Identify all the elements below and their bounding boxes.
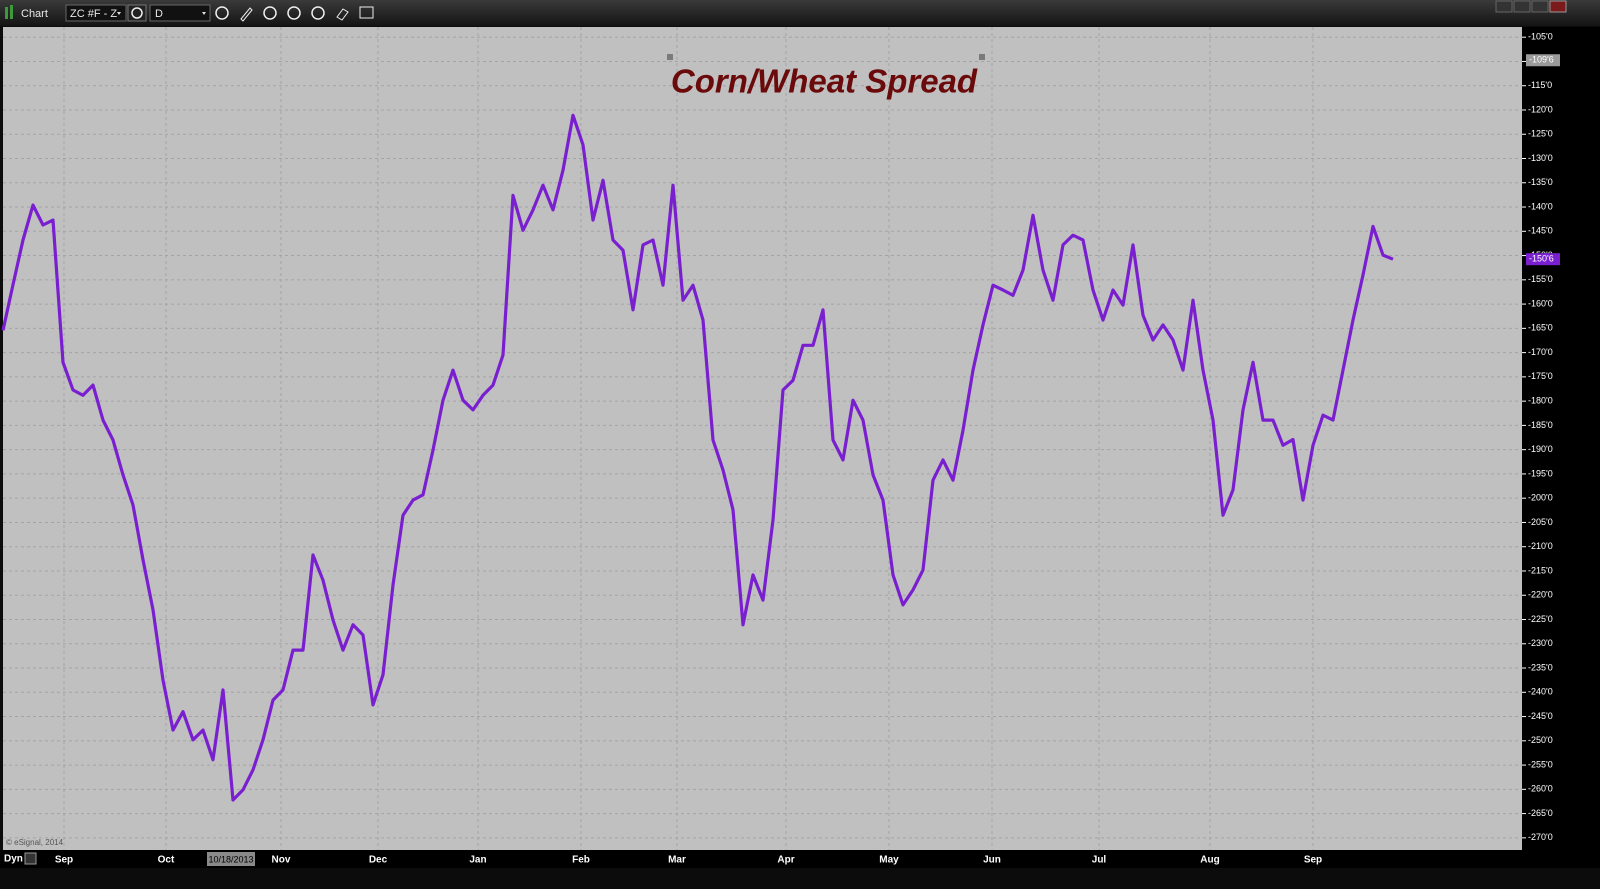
- play-tool[interactable]: [287, 6, 301, 20]
- maximize-button[interactable]: [1531, 0, 1549, 13]
- y-tick-label: -255'0: [1528, 759, 1553, 769]
- x-tick-label: Mar: [668, 855, 686, 866]
- toolbar: [0, 0, 1600, 26]
- y-tick-label: -190'0: [1528, 444, 1553, 454]
- refresh-tool[interactable]: [263, 6, 277, 20]
- app-icon: [10, 5, 13, 19]
- y-tick-label: -140'0: [1528, 201, 1553, 211]
- cursor-label: 10/18/2013: [208, 854, 253, 864]
- plot-area: [3, 27, 1522, 850]
- y-tick-label: -105'0: [1528, 32, 1553, 42]
- symbol-box[interactable]: [65, 4, 127, 22]
- y-tick-label: -205'0: [1528, 517, 1553, 527]
- chart-title: Corn/Wheat Spread: [671, 63, 978, 100]
- window-title: Chart: [21, 8, 48, 20]
- minimize-button[interactable]: [1513, 0, 1531, 13]
- interval-box[interactable]: [149, 4, 211, 22]
- y-tick-label: -230'0: [1528, 638, 1553, 648]
- y-tick-label: -185'0: [1528, 420, 1553, 430]
- y-tick-label: -260'0: [1528, 784, 1553, 794]
- y-tick-label: -225'0: [1528, 614, 1553, 624]
- symbol[interactable]: ZC #F - Z: [70, 8, 117, 20]
- y-tick-label: -165'0: [1528, 323, 1553, 333]
- price-marker-label: -150'6: [1529, 254, 1554, 264]
- y-tick-label: -135'0: [1528, 177, 1553, 187]
- y-tick-label: -175'0: [1528, 371, 1553, 381]
- y-tick-label: -265'0: [1528, 808, 1553, 818]
- x-tick-label: Sep: [55, 855, 73, 866]
- y-tick-label: -210'0: [1528, 541, 1553, 551]
- x-tick-label: Jun: [983, 855, 1001, 866]
- y-tick-label: -180'0: [1528, 396, 1553, 406]
- y-tick-label: -200'0: [1528, 493, 1553, 503]
- mode-icon[interactable]: [24, 852, 37, 865]
- y-tick-label: -130'0: [1528, 153, 1553, 163]
- cursor-box: [207, 852, 255, 866]
- link-button[interactable]: [127, 4, 147, 22]
- price-marker: [1526, 253, 1560, 266]
- y-tick-label: -220'0: [1528, 590, 1553, 600]
- y-tick-label: -195'0: [1528, 468, 1553, 478]
- y-tick-label: -115'0: [1528, 80, 1552, 90]
- close-button[interactable]: [1549, 0, 1567, 13]
- y-tick-label: -170'0: [1528, 347, 1553, 357]
- price-axis: [1522, 27, 1600, 868]
- interval[interactable]: D: [155, 8, 163, 20]
- x-tick-label: Sep: [1304, 855, 1322, 866]
- link-icon: [131, 7, 143, 19]
- y-tick-label: -160'0: [1528, 298, 1553, 308]
- x-tick-label: Jul: [1092, 855, 1107, 866]
- frame: [0, 868, 1600, 889]
- dropdown-arrow[interactable]: [117, 12, 121, 15]
- y-tick-label: -155'0: [1528, 274, 1553, 284]
- x-tick-label: Apr: [777, 855, 794, 866]
- time-axis: [0, 850, 1600, 868]
- tool-icon[interactable]: [215, 6, 229, 20]
- draw-tool[interactable]: [240, 7, 253, 22]
- y-tick-label: -250'0: [1528, 735, 1553, 745]
- y-tick-label: -120'0: [1528, 104, 1553, 114]
- y-tick-label: -215'0: [1528, 565, 1553, 575]
- y-tick-label: -235'0: [1528, 662, 1553, 672]
- y-tick-label: -125'0: [1528, 129, 1553, 139]
- mode-label[interactable]: Dyn: [4, 854, 23, 865]
- x-tick-label: Feb: [572, 855, 590, 866]
- y-tick-label: -145'0: [1528, 226, 1553, 236]
- x-tick-label: Aug: [1200, 855, 1219, 866]
- y-tick-label: -240'0: [1528, 687, 1553, 697]
- x-tick-label: Nov: [272, 855, 291, 866]
- price-marker-label: -109'6: [1529, 55, 1554, 65]
- zoom-tool[interactable]: [311, 6, 325, 20]
- x-tick-label: Dec: [369, 855, 388, 866]
- x-tick-label: Jan: [469, 855, 486, 866]
- handle: [979, 54, 985, 60]
- restore-button[interactable]: [1495, 0, 1513, 13]
- y-tick-label: -270'0: [1528, 832, 1553, 842]
- copyright: © eSignal, 2014: [6, 838, 64, 847]
- x-tick-label: May: [879, 855, 899, 866]
- y-tick-label: -245'0: [1528, 711, 1553, 721]
- x-tick-label: Oct: [158, 855, 175, 866]
- spread-line: [1, 113, 1394, 802]
- handle: [667, 54, 673, 60]
- eraser-tool[interactable]: [336, 8, 349, 21]
- dropdown-arrow[interactable]: [202, 12, 206, 15]
- price-marker: [1526, 54, 1560, 67]
- comment-tool[interactable]: [359, 6, 374, 19]
- app-icon: [5, 7, 8, 19]
